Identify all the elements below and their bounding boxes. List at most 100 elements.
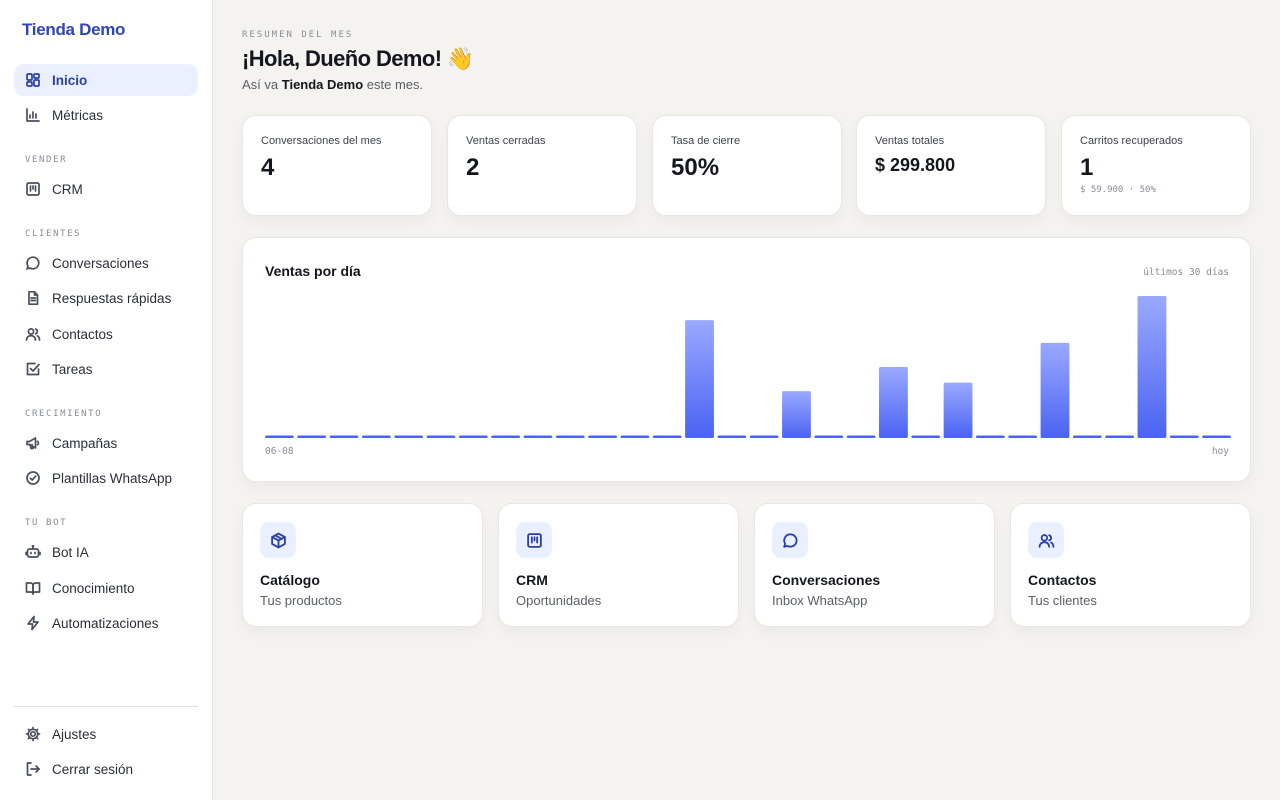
sidebar-item-label: Tareas [52,361,93,377]
quick-link-conversaciones[interactable]: Conversaciones Inbox WhatsApp [754,503,995,627]
sidebar-item-cerrar-sesion[interactable]: Cerrar sesión [14,753,198,785]
chart-bar-06-08 [265,435,294,438]
quick-link-subtitle: Oportunidades [516,593,602,608]
subtitle-suffix: este mes. [366,77,424,92]
quick-link-title: Conversaciones [772,572,881,588]
chart-bar-06-12 [394,435,424,438]
chart-bar-06-24 [782,391,811,438]
chart-bar-07-05 [1137,296,1167,438]
chart-bar-06-16 [523,435,553,438]
main-content: RESUMEN DEL MES ¡Hola, Dueño Demo! 👋 Así… [213,0,1280,800]
sidebar-item-ajustes[interactable]: Ajustes [14,718,198,750]
chart-bar-06-28 [911,435,941,438]
document-icon [25,290,41,306]
sidebar-item-label: Inicio [52,72,88,88]
section-label-vender: VENDER [25,155,68,165]
kpi-label: Ventas totales [875,135,945,147]
chart-bar-06-10 [329,435,359,438]
chart-bar-06-21 [685,320,714,438]
chart-bar-07-03 [1072,435,1102,438]
kpi-label: Carritos recuperados [1080,135,1183,147]
chart-bar-06-13 [426,435,456,438]
chart-bar-07-01 [1008,435,1038,438]
chart-bar-06-26 [846,435,876,438]
users-icon [25,326,41,342]
quick-link-subtitle: Tus clientes [1028,593,1097,608]
checkbox-icon [25,361,41,377]
subtitle-prefix: Así va [242,77,279,92]
kpi-subvalue: $ 59.900 · 50% [1080,185,1156,195]
quick-link-title: Catálogo [260,572,320,588]
sidebar-item-crm[interactable]: CRM [14,173,198,205]
chart-bar-06-19 [620,435,650,438]
sidebar-item-label: Respuestas rápidas [52,290,172,306]
bot-icon [25,544,41,560]
quick-link-subtitle: Inbox WhatsApp [772,593,868,608]
sidebar-item-label: Campañas [52,435,118,451]
lightning-icon [25,615,41,631]
kpi-card-ventas-cerradas: Ventas cerradas 2 [447,115,637,216]
section-label-clientes: CLIENTES [25,229,82,239]
chart-bar-06-27 [879,367,908,438]
kpi-value: 4 [261,154,275,181]
sidebar-item-tareas[interactable]: Tareas [14,353,198,385]
chart-bar-07-02 [1040,342,1070,438]
section-label-tu-bot: TU BOT [25,518,68,528]
chart-bar-06-09 [297,435,327,438]
kanban-icon [25,181,41,197]
quick-link-catalogo[interactable]: Catálogo Tus productos [242,503,483,627]
page-eyebrow: RESUMEN DEL MES [242,30,354,40]
chart-bar-06-14 [458,435,488,438]
sidebar-divider [14,706,198,707]
kpi-value: 1 [1080,154,1094,181]
x-axis-start-label: 06-08 [265,446,294,457]
chart-bar-07-04 [1105,435,1135,438]
page-title: ¡Hola, Dueño Demo! 👋 [242,46,474,71]
kpi-value: 2 [466,154,480,181]
page-subtitle: Así va Tienda Demo este mes. [242,77,423,92]
sidebar-item-respuestas-rapidas[interactable]: Respuestas rápidas [14,282,198,314]
chart-bar-06-20 [652,435,682,438]
kpi-value: 50% [671,154,720,181]
chart-bar-06-11 [361,435,391,438]
kanban-icon [516,522,552,558]
sidebar-item-label: Bot IA [52,544,89,560]
sidebar-item-label: Ajustes [52,726,97,742]
kpi-card-tasa-cierre: Tasa de cierre 50% [652,115,842,216]
sidebar-item-metricas[interactable]: Métricas [14,99,198,131]
dashboard-icon [25,72,41,88]
brand-logo[interactable]: Tienda Demo [22,20,126,39]
chart-bar-06-17 [555,435,585,438]
chart-bar-hoy [1202,435,1231,438]
kpi-card-conversaciones: Conversaciones del mes 4 [242,115,432,216]
sidebar-item-inicio[interactable]: Inicio [14,64,198,96]
chart-bar-07-06 [1169,435,1199,438]
sidebar-item-plantillas-whatsapp[interactable]: Plantillas WhatsApp [14,462,198,494]
chart-bar-06-29 [943,382,973,438]
sidebar-item-conversaciones[interactable]: Conversaciones [14,247,198,279]
sidebar-item-label: Conocimiento [52,580,135,596]
users-icon [1028,522,1064,558]
sidebar-item-label: Contactos [52,326,113,342]
sidebar-item-contactos[interactable]: Contactos [14,318,198,350]
gear-icon [25,726,41,742]
chart-bar-06-30 [975,435,1005,438]
quick-link-title: CRM [516,572,548,588]
kpi-label: Ventas cerradas [466,135,546,147]
chart-range-label: últimos 30 días [1143,267,1229,278]
quick-link-contactos[interactable]: Contactos Tus clientes [1010,503,1251,627]
quick-link-crm[interactable]: CRM Oportunidades [498,503,739,627]
kpi-label: Conversaciones del mes [261,135,382,147]
section-label-crecimiento: CRECIMIENTO [25,409,103,419]
check-circle-icon [25,470,41,486]
chart-bar-06-23 [749,435,779,438]
kpi-card-ventas-totales: Ventas totales $ 299.800 [856,115,1046,216]
sidebar-item-conocimiento[interactable]: Conocimiento [14,572,198,604]
sidebar-item-automatizaciones[interactable]: Automatizaciones [14,607,198,639]
sales-chart-card: Ventas por día últimos 30 días 06-08 hoy [242,237,1251,482]
sidebar-item-bot-ia[interactable]: Bot IA [14,536,198,568]
chart-bar-06-25 [814,435,844,438]
chart-bar-06-18 [588,435,617,438]
sidebar-item-label: Plantillas WhatsApp [52,470,173,486]
sidebar-item-campanas[interactable]: Campañas [14,427,198,459]
